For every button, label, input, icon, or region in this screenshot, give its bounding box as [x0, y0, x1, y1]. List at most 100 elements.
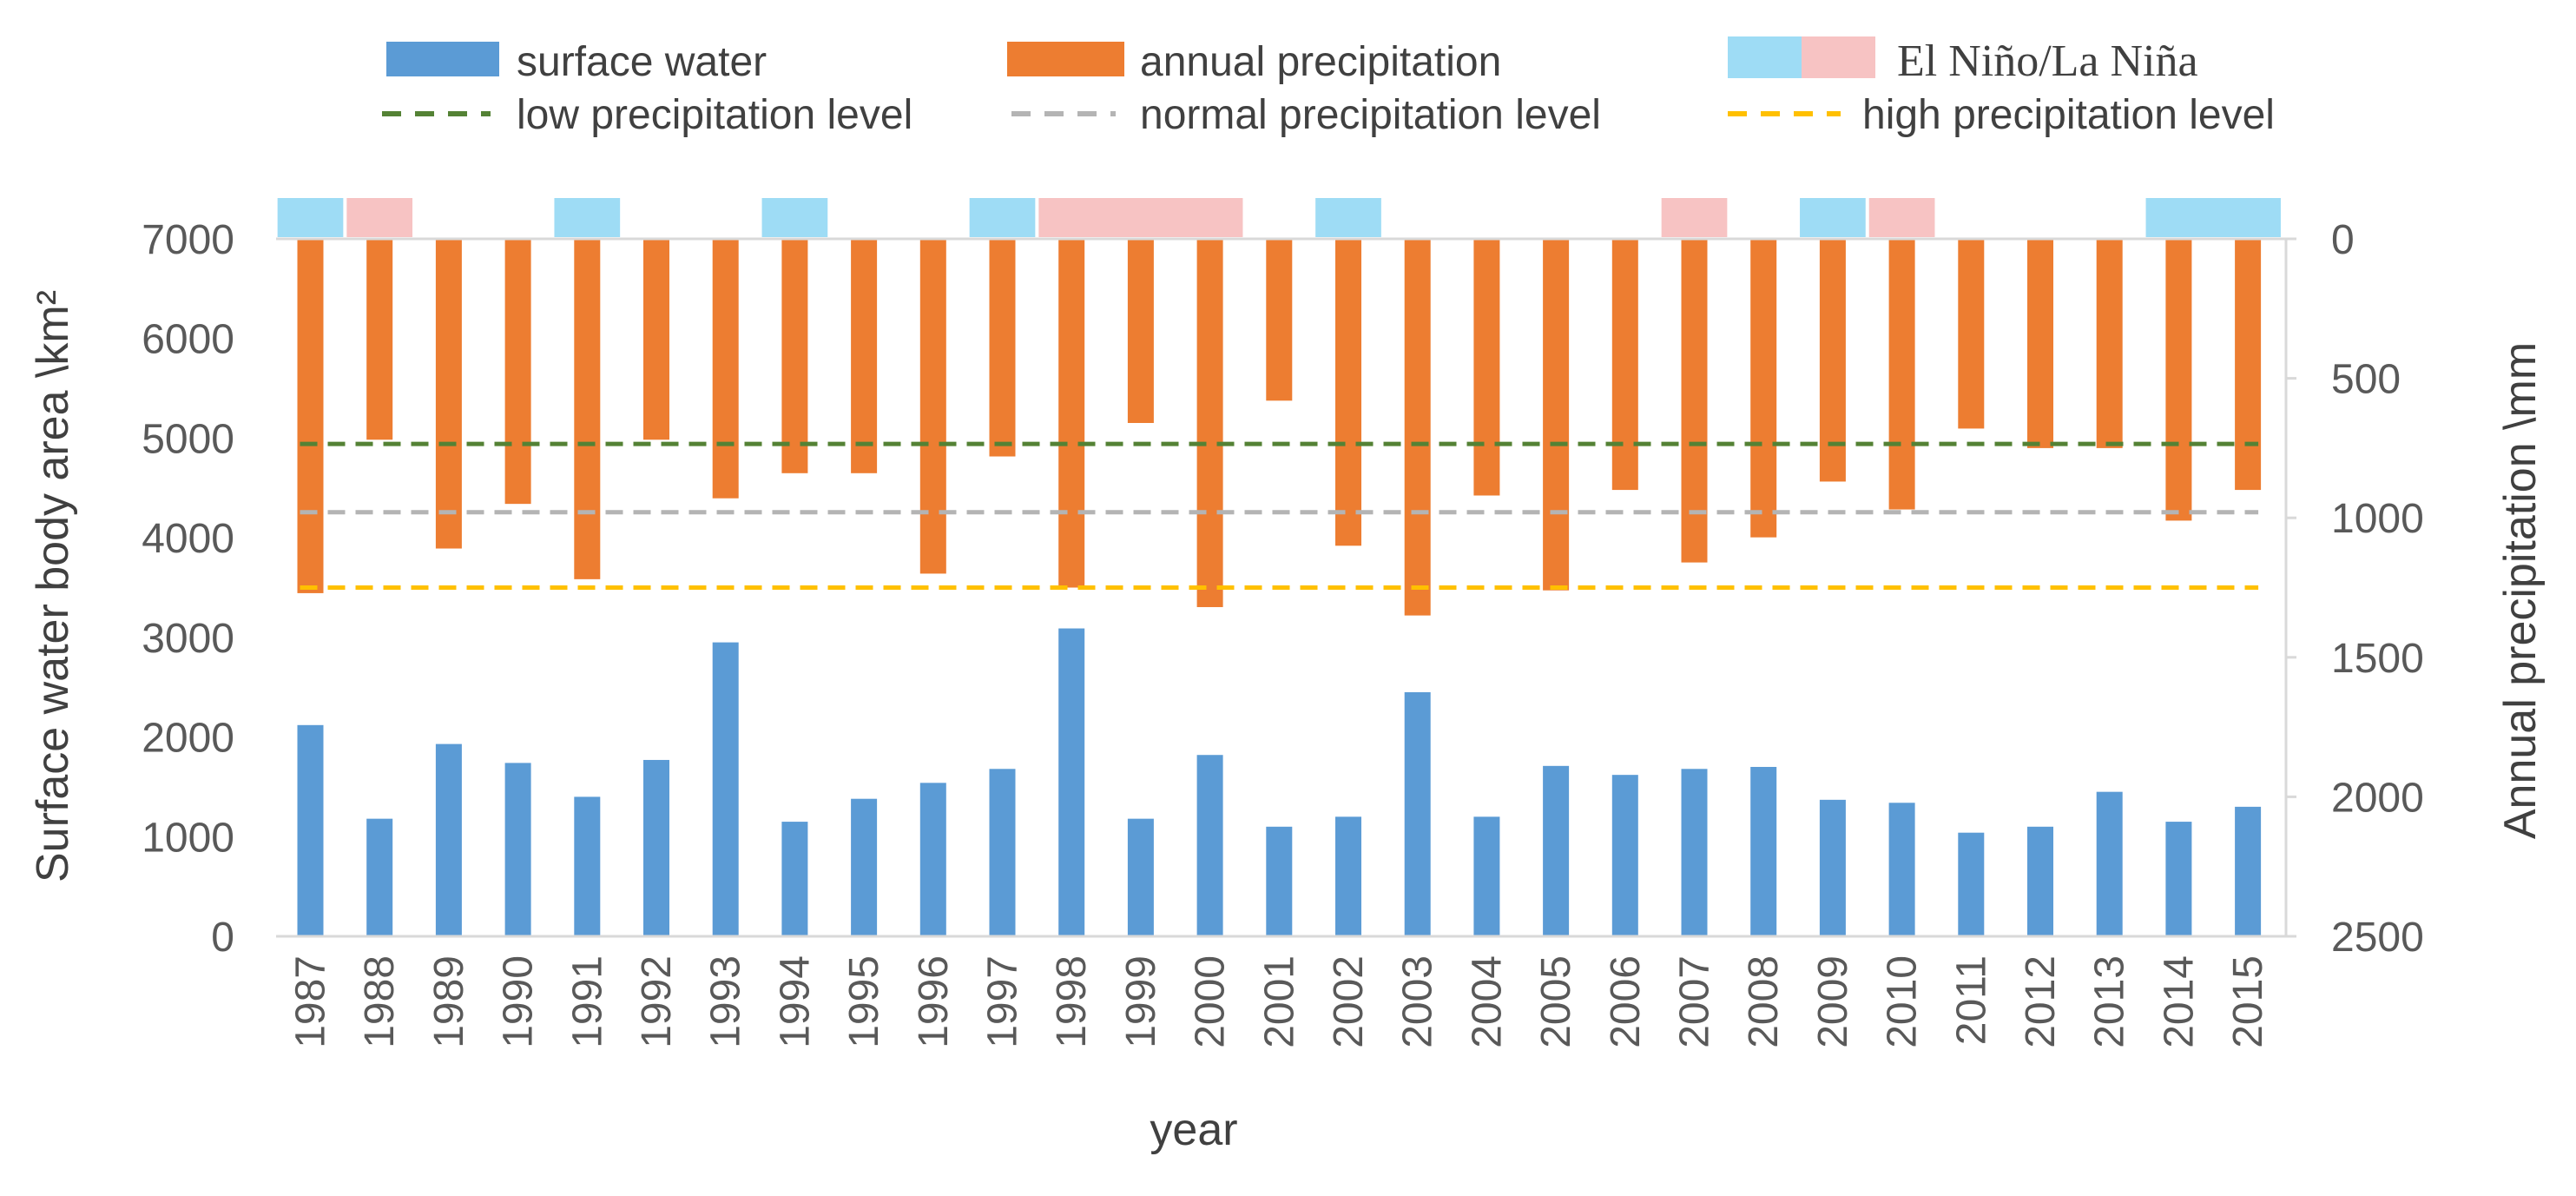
bar-surface-water-1988 — [366, 818, 393, 936]
bar-surface-water-1998 — [1058, 628, 1085, 936]
x-tick-label-1989: 1989 — [426, 955, 472, 1048]
x-tick-label-1992: 1992 — [634, 955, 680, 1048]
bar-surface-water-2008 — [1750, 766, 1777, 936]
bar-annual-precipitation-2000 — [1196, 239, 1223, 607]
enso-band-la-nina-2007 — [1661, 198, 1728, 237]
bar-surface-water-1992 — [643, 759, 669, 936]
bar-annual-precipitation-2008 — [1750, 239, 1777, 538]
bar-surface-water-2004 — [1473, 816, 1500, 936]
right-axis-title: Annual precipitation \mm — [2495, 342, 2546, 839]
enso-band-la-nina-2010 — [1868, 198, 1935, 237]
right-tick-label-1500: 1500 — [2331, 636, 2424, 682]
x-tick-label-1996: 1996 — [911, 955, 957, 1048]
x-tick-label-2003: 2003 — [1395, 955, 1441, 1048]
bar-surface-water-2010 — [1888, 803, 1915, 936]
bar-annual-precipitation-1993 — [712, 239, 739, 499]
legend-label-low: low precipitation level — [517, 92, 912, 138]
bar-surface-water-2007 — [1681, 769, 1708, 936]
bar-surface-water-1990 — [504, 763, 531, 936]
bar-annual-precipitation-1995 — [851, 239, 878, 473]
right-axis-ticks: 0 500 1000 1500 2000 2500 — [2286, 217, 2424, 961]
legend-swatch-el-nino — [1728, 36, 1802, 78]
x-tick-label-2007: 2007 — [1672, 955, 1718, 1048]
surface-water-bars — [297, 628, 2262, 936]
x-tick-label-1990: 1990 — [496, 955, 542, 1048]
x-tick-label-2004: 2004 — [1464, 955, 1510, 1048]
bar-annual-precipitation-1991 — [574, 239, 601, 579]
bar-surface-water-2005 — [1543, 765, 1570, 936]
left-tick-label-2000: 2000 — [142, 716, 234, 762]
x-tick-label-2008: 2008 — [1741, 955, 1787, 1048]
bar-surface-water-2000 — [1196, 755, 1223, 936]
legend-label-enso: El Niño/La Niña — [1897, 36, 2198, 86]
x-tick-label-2012: 2012 — [2018, 955, 2064, 1048]
x-tick-label-2010: 2010 — [1880, 955, 1926, 1048]
x-tick-label-2014: 2014 — [2156, 955, 2202, 1048]
legend-label-surface-water: surface water — [517, 39, 767, 85]
precipitation-bars — [297, 239, 2262, 616]
bar-annual-precipitation-1990 — [504, 239, 531, 505]
x-tick-label-2006: 2006 — [1603, 955, 1649, 1048]
enso-band-la-nina-1998 — [1038, 198, 1243, 237]
left-axis-ticks: 0 1000 2000 3000 4000 5000 6000 7000 — [142, 217, 234, 961]
bar-annual-precipitation-2001 — [1266, 239, 1293, 401]
x-tick-label-1987: 1987 — [288, 955, 334, 1048]
bar-surface-water-2009 — [1819, 799, 1846, 936]
bar-annual-precipitation-1987 — [297, 239, 324, 593]
bar-annual-precipitation-1998 — [1058, 239, 1085, 588]
left-tick-label-1000: 1000 — [142, 815, 234, 861]
enso-band-la-nina-1988 — [346, 198, 413, 237]
enso-band-el-nino-1991 — [554, 198, 621, 237]
right-tick-label-2000: 2000 — [2331, 775, 2424, 821]
bar-annual-precipitation-2005 — [1543, 239, 1570, 591]
bar-annual-precipitation-2014 — [2165, 239, 2192, 521]
legend-swatch-annual-precipitation — [1007, 42, 1124, 76]
enso-band-el-nino-2009 — [1800, 198, 1866, 237]
enso-band-el-nino-2002 — [1315, 198, 1381, 237]
bar-annual-precipitation-2007 — [1681, 239, 1708, 563]
bar-surface-water-2003 — [1404, 691, 1431, 936]
bar-surface-water-2006 — [1611, 775, 1638, 936]
left-tick-label-0: 0 — [211, 915, 234, 961]
reference-lines — [300, 441, 2259, 590]
bar-annual-precipitation-2010 — [1888, 239, 1915, 510]
legend: surface water annual precipitation El Ni… — [382, 36, 2275, 138]
bar-annual-precipitation-2003 — [1404, 239, 1431, 616]
bar-annual-precipitation-2006 — [1611, 239, 1638, 491]
x-tick-label-2013: 2013 — [2087, 955, 2133, 1048]
right-tick-label-0: 0 — [2331, 217, 2355, 263]
x-tick-label-2011: 2011 — [1948, 955, 1994, 1045]
bar-surface-water-1999 — [1127, 818, 1154, 936]
enso-band-el-nino-1987 — [277, 198, 344, 237]
left-tick-label-4000: 4000 — [142, 516, 234, 562]
bar-surface-water-1994 — [781, 822, 808, 936]
bar-surface-water-1995 — [851, 798, 878, 936]
x-tick-label-2009: 2009 — [1810, 955, 1856, 1048]
enso-band-el-nino-1997 — [969, 198, 1036, 237]
bar-surface-water-1997 — [989, 769, 1016, 936]
bar-surface-water-2002 — [1335, 816, 1361, 936]
left-tick-label-6000: 6000 — [142, 317, 234, 363]
bar-surface-water-2013 — [2096, 791, 2123, 936]
bar-annual-precipitation-1997 — [989, 239, 1016, 457]
bar-surface-water-2015 — [2235, 806, 2262, 936]
x-axis-title: year — [1150, 1105, 1237, 1155]
x-tick-label-2002: 2002 — [1326, 955, 1372, 1048]
x-axis-ticks: 1987 1988 1989 1990 1991 1992 1993 1994 1995 1996… — [288, 955, 2272, 1048]
right-tick-label-2500: 2500 — [2331, 915, 2424, 961]
bar-surface-water-2001 — [1266, 826, 1293, 936]
enso-band-el-nino-1994 — [761, 198, 828, 237]
right-tick-label-1000: 1000 — [2331, 496, 2424, 542]
bar-annual-precipitation-2009 — [1819, 239, 1846, 482]
bar-surface-water-1991 — [574, 796, 601, 936]
bar-annual-precipitation-2002 — [1335, 239, 1361, 546]
left-axis-title: Surface water body area \km² — [28, 290, 78, 882]
enso-bands — [277, 198, 2281, 237]
bar-surface-water-2011 — [1958, 832, 1985, 936]
left-tick-label-5000: 5000 — [142, 416, 234, 462]
legend-label-annual-precipitation: annual precipitation — [1140, 39, 1501, 85]
bar-annual-precipitation-2004 — [1473, 239, 1500, 496]
bar-annual-precipitation-2013 — [2096, 239, 2123, 448]
x-tick-label-1994: 1994 — [772, 955, 818, 1048]
bar-annual-precipitation-1992 — [643, 239, 669, 440]
